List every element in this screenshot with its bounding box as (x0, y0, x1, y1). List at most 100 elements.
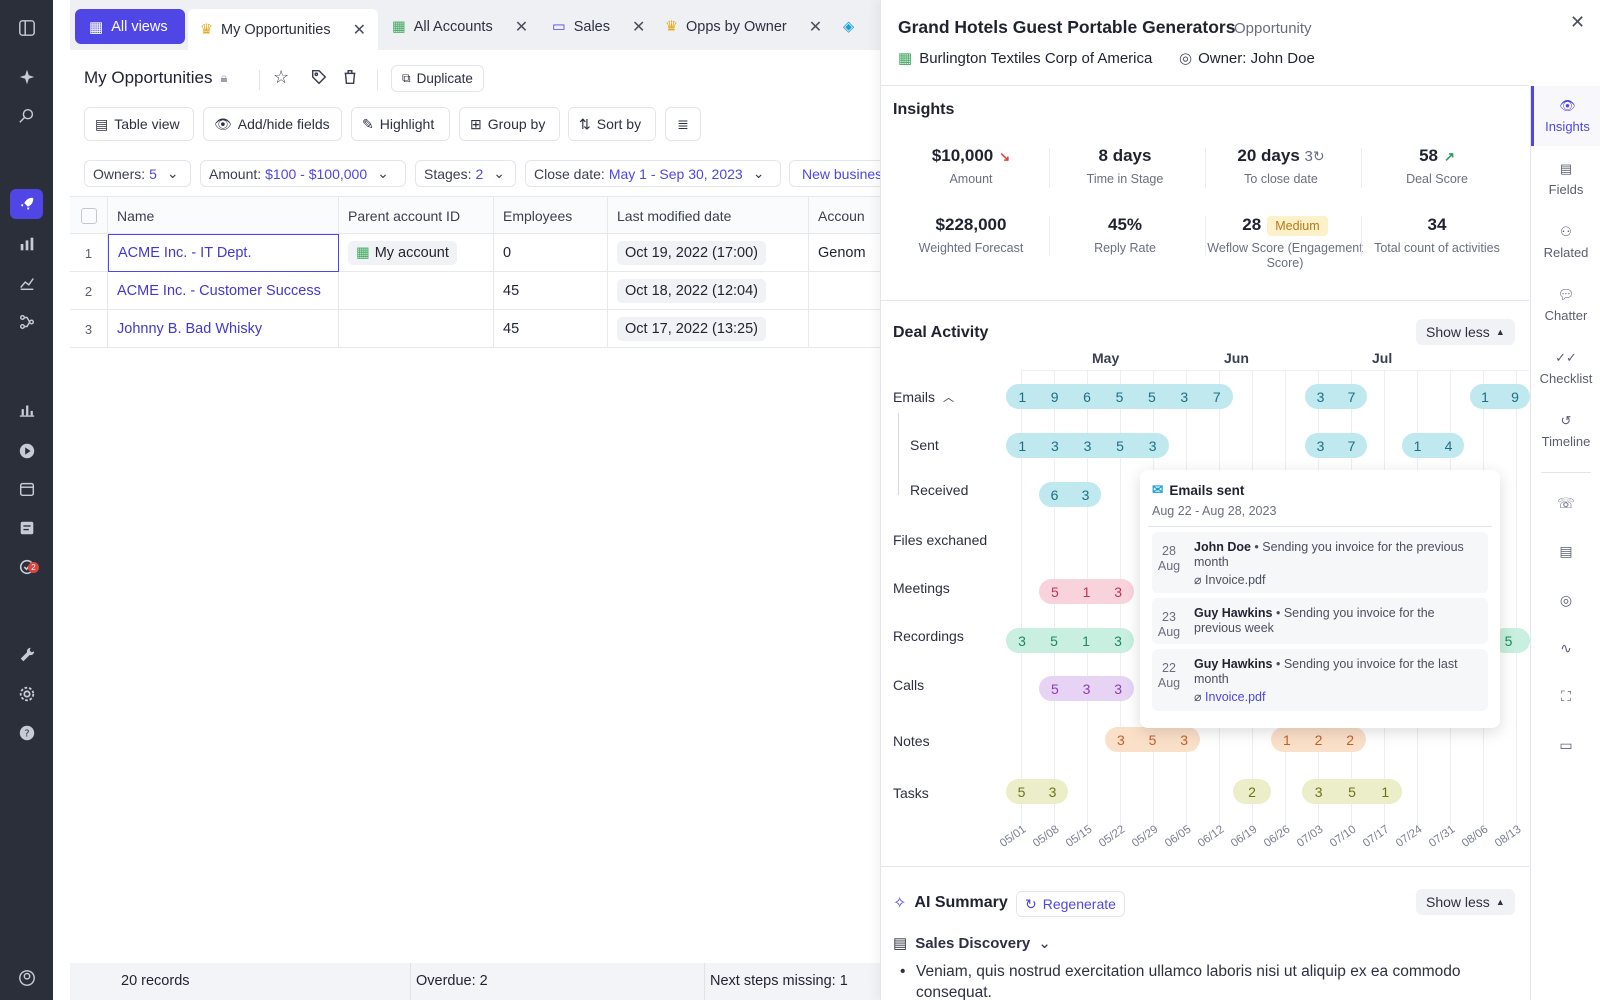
account-cell[interactable] (809, 310, 889, 348)
column-header-employees[interactable]: Employees (494, 197, 608, 235)
sort-by-button[interactable]: ⇅ Sort by (568, 107, 656, 141)
column-header-last-modified[interactable]: Last modified date (608, 197, 809, 235)
record-name-link[interactable]: Johnny B. Bad Whisky (108, 310, 339, 348)
parent-account-cell[interactable] (339, 272, 494, 310)
employees-cell[interactable]: 45 (494, 272, 608, 310)
close-tab-icon[interactable]: ✕ (631, 18, 646, 36)
close-tab-icon[interactable]: ✕ (514, 18, 529, 36)
tab-chatter[interactable]: 💬︎ Chatter (1544, 287, 1588, 323)
regenerate-button[interactable]: ↻ Regenerate (1016, 891, 1125, 917)
user-profile-icon[interactable] (14, 965, 39, 990)
reports-icon[interactable] (14, 397, 39, 422)
flow-icon[interactable] (14, 309, 39, 334)
account-link[interactable]: ▦ Burlington Textiles Corp of America (898, 49, 1153, 68)
attachment-link[interactable]: ⌀ Invoice.pdf (1194, 690, 1266, 704)
parent-account-cell[interactable] (339, 310, 494, 348)
close-panel-icon[interactable]: ✕ (1570, 12, 1586, 32)
tab-cube[interactable]: ◈ (843, 9, 854, 44)
column-header-parent-account[interactable]: Parent account ID (339, 197, 494, 235)
help-icon[interactable]: ? (14, 720, 39, 745)
email-item[interactable]: 23 Aug Guy Hawkins • Sending you invoice … (1152, 598, 1488, 644)
tab-checklist[interactable]: ✓✓ Checklist (1539, 350, 1593, 386)
tag-icon[interactable] (310, 68, 328, 86)
highlight-button[interactable]: ✎ Highlight (351, 107, 450, 141)
group-by-button[interactable]: ⊞ Group by (459, 107, 560, 141)
filter-owners[interactable]: Owners: 5 ⌄ (84, 160, 191, 187)
tab-timeline[interactable]: ↺ Timeline (1541, 413, 1591, 449)
employees-cell[interactable]: 0 (494, 234, 608, 272)
sidebar-toggle-icon[interactable] (14, 15, 39, 40)
modified-date-cell[interactable]: Oct 18, 2022 (12:04) (608, 272, 809, 310)
message-icon[interactable]: ▭ (1559, 736, 1573, 753)
bar-chart-icon[interactable] (14, 231, 39, 256)
all-views-button[interactable]: ▦ All views (75, 9, 185, 44)
note-icon[interactable]: ▤ (1559, 542, 1573, 559)
rocket-icon[interactable] (10, 189, 43, 219)
tab-sales[interactable]: ▭ Sales ✕ (552, 18, 646, 36)
phone-icon[interactable]: ☏ (1557, 494, 1575, 511)
filter-amount[interactable]: Amount: $100 - $100,000 ⌄ (200, 160, 406, 187)
tasks-activity-pill[interactable]: 2 (1233, 779, 1271, 804)
email-item[interactable]: 28 Aug John Doe • Sending you invoice for… (1152, 532, 1488, 593)
table-row[interactable]: 2 ACME Inc. - Customer Success 45 Oct 18… (70, 272, 880, 310)
modified-date-cell[interactable]: Oct 19, 2022 (17:00) (608, 234, 809, 272)
add-hide-fields-button[interactable]: 👁︎ Add/hide fields (203, 107, 342, 141)
show-less-button[interactable]: Show less ▲ (1416, 319, 1515, 345)
filter-type[interactable]: New busines (789, 160, 889, 187)
line-chart-icon[interactable] (14, 270, 39, 295)
employees-cell[interactable]: 45 (494, 310, 608, 348)
filter-stages[interactable]: Stages: 2 ⌄ (415, 160, 516, 187)
filter-close-date[interactable]: Close date: May 1 - Sep 30, 2023 ⌄ (525, 160, 781, 187)
column-header-name[interactable]: Name (108, 197, 339, 235)
table-row[interactable]: 1 ACME Inc. - IT Dept. ▦ My account 0 Oct… (70, 234, 880, 272)
tab-my-opportunities[interactable]: ♛ My Opportunities ✕ (188, 9, 379, 50)
emails-label[interactable]: Emails ︿ (893, 389, 955, 405)
tab-opps-by-owner[interactable]: ♛ Opps by Owner ✕ (665, 18, 823, 36)
sales-discovery-toggle[interactable]: ▤ Sales Discovery ⌄ (893, 934, 1051, 953)
column-header-account[interactable]: Accoun (818, 208, 865, 224)
scan-icon[interactable]: ⛶ (1561, 687, 1571, 704)
select-all-checkbox[interactable] (70, 197, 108, 235)
task-check-icon[interactable]: ◎ (1559, 591, 1573, 608)
wrench-icon[interactable] (14, 642, 39, 667)
notes-icon[interactable] (14, 515, 39, 540)
star-icon[interactable]: ☆ (273, 67, 290, 87)
attachment-link[interactable]: ⌀ Invoice.pdf (1194, 573, 1266, 587)
show-less-button[interactable]: Show less ▲ (1416, 889, 1515, 915)
table-view-button[interactable]: ▤ Table view (84, 107, 194, 141)
modified-date-cell[interactable]: Oct 17, 2022 (13:25) (608, 310, 809, 348)
sparkle-icon[interactable] (14, 64, 39, 89)
tab-insights[interactable]: 👁︎ Insights (1531, 86, 1600, 146)
search-people-icon[interactable] (14, 103, 39, 128)
duplicate-button[interactable]: ⧉ Duplicate (391, 65, 484, 92)
account-cell[interactable] (809, 272, 889, 310)
tab-fields[interactable]: ▤ Fields (1548, 161, 1584, 197)
gear-icon[interactable] (14, 681, 39, 706)
trash-icon[interactable] (341, 68, 359, 86)
parent-account-cell[interactable]: ▦ My account (339, 234, 494, 272)
row-height-button[interactable]: ≣ (665, 107, 701, 141)
owner-link[interactable]: ◎ Owner: John Doe (1179, 49, 1315, 68)
record-name-link[interactable]: ACME Inc. - IT Dept. (108, 234, 339, 272)
activity-pulse-icon[interactable]: ∿ (1560, 639, 1572, 656)
close-tab-icon[interactable]: ✕ (808, 18, 823, 36)
record-name-link[interactable]: ACME Inc. - Customer Success (108, 272, 339, 310)
close-tab-icon[interactable]: ✕ (352, 21, 367, 39)
parent-account-pill[interactable]: ▦ My account (348, 241, 457, 265)
calendar-icon[interactable] (14, 476, 39, 501)
tab-all-accounts[interactable]: ▦ All Accounts ✕ (392, 18, 529, 36)
table-row[interactable]: 3 Johnny B. Bad Whisky 45 Oct 17, 2022 (… (70, 310, 880, 348)
